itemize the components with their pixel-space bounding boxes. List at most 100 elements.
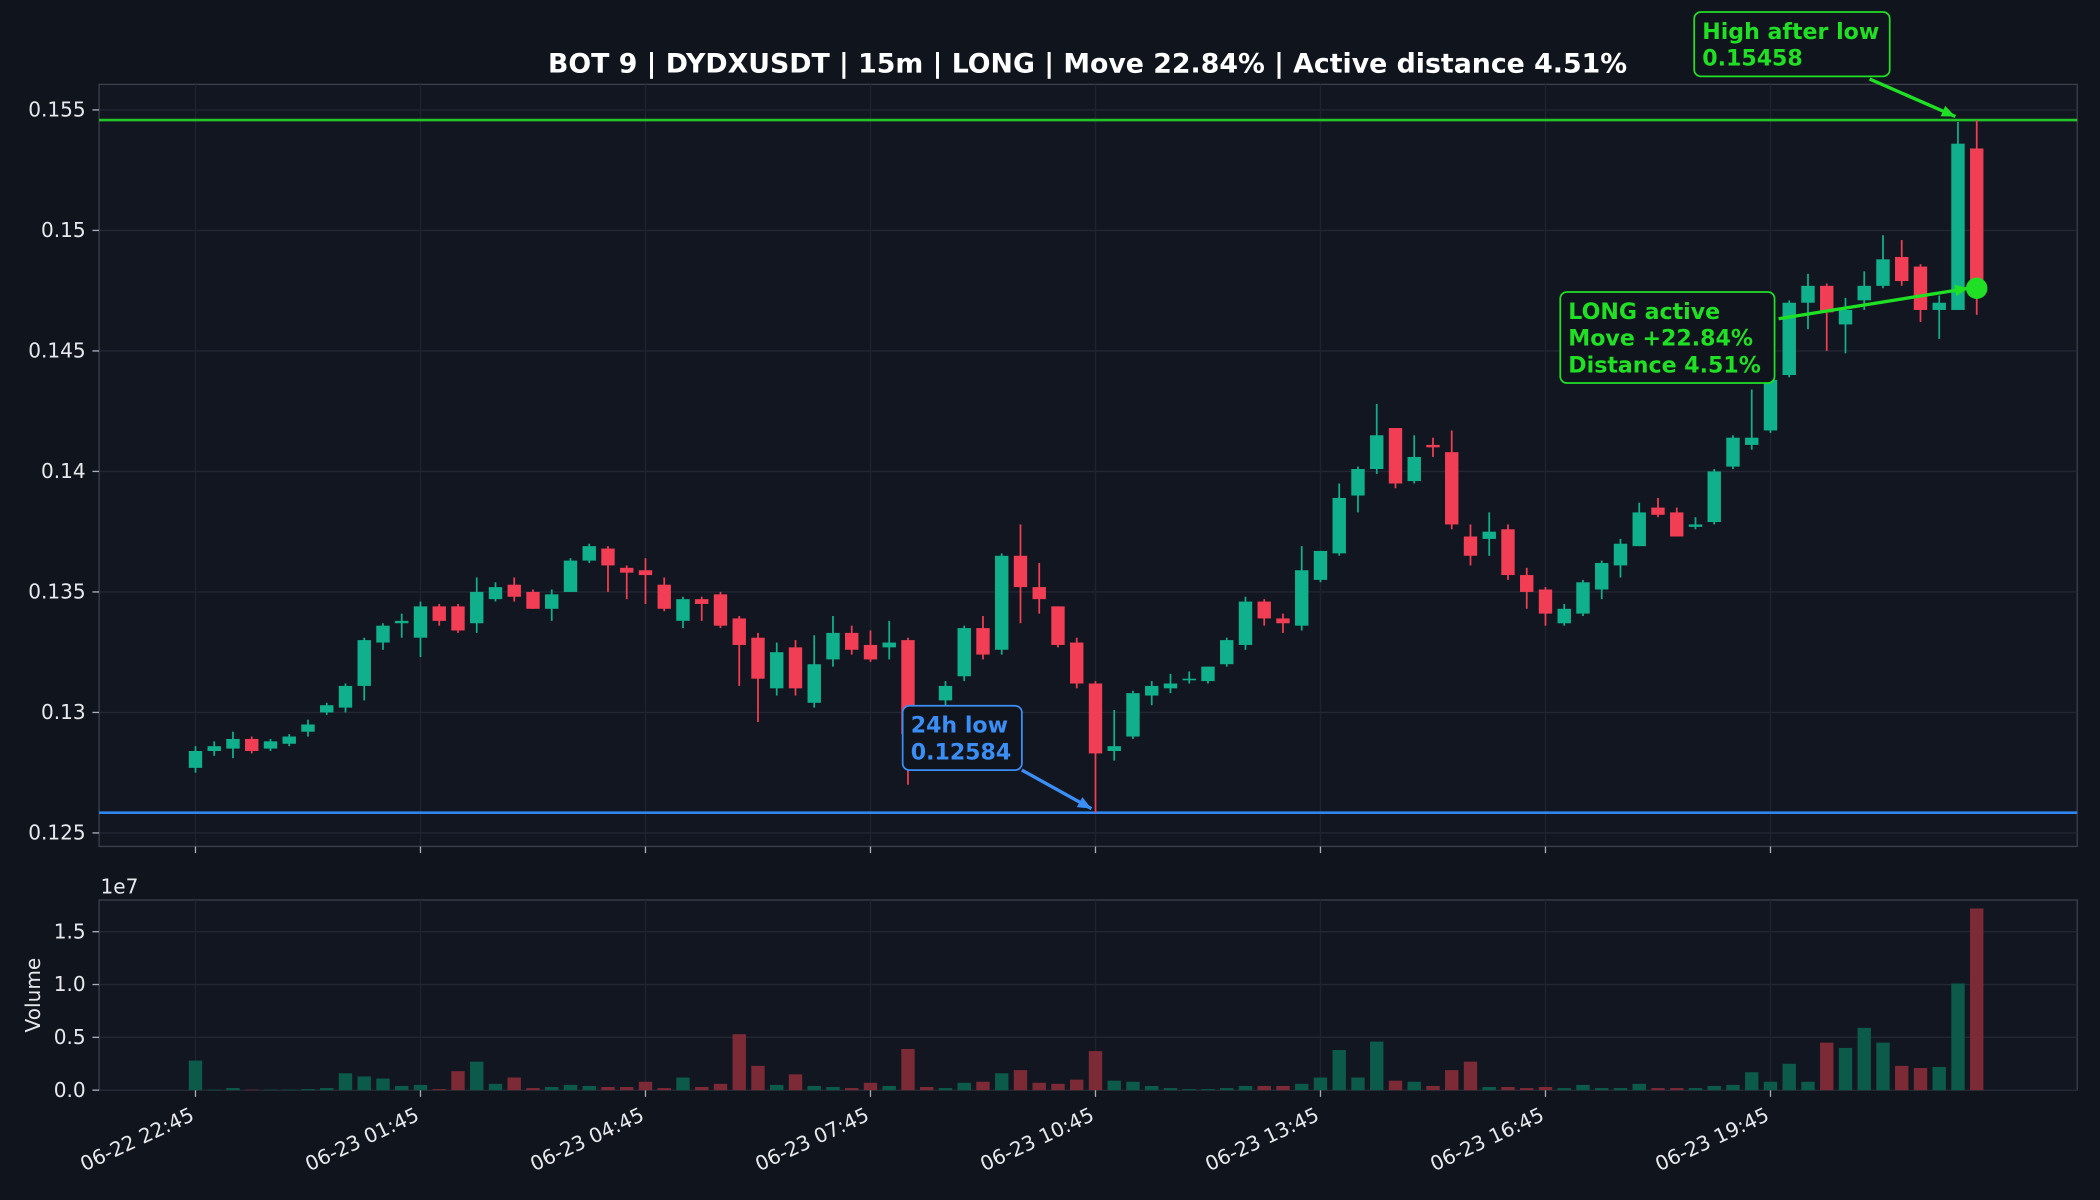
volume-bar [1407, 1081, 1421, 1091]
candle-body [320, 705, 334, 713]
candle-body [1088, 683, 1103, 754]
volume-bar [770, 1084, 784, 1091]
volume-bar [376, 1078, 390, 1091]
annotation-box [901, 704, 1023, 771]
volume-bar [1482, 1087, 1496, 1091]
volume-bar [1201, 1089, 1215, 1091]
candle-body [1613, 543, 1628, 566]
volume-bar [1238, 1085, 1253, 1091]
volume-bar [751, 1065, 765, 1091]
volume-bar [545, 1087, 559, 1091]
candle-body [1520, 575, 1534, 592]
y-tick-label: 0.135 [28, 580, 85, 604]
volume-bar [1332, 1050, 1346, 1091]
volume-bar [1763, 1081, 1778, 1091]
volume-bar [1370, 1041, 1384, 1091]
candle-body [432, 606, 446, 621]
volume-bar [1107, 1080, 1121, 1091]
volume-bar [245, 1089, 259, 1091]
annotation-box [1559, 291, 1776, 384]
volume-bar [1295, 1083, 1309, 1091]
volume-panel [98, 899, 2078, 1091]
volume-bar [357, 1076, 371, 1091]
volume-bar [620, 1087, 634, 1091]
candle-body [1445, 452, 1459, 525]
annotation-text: Move +22.84% [1568, 326, 1753, 352]
volume-bar [395, 1085, 409, 1091]
volume-bar [1557, 1088, 1571, 1091]
volume-bar [488, 1083, 503, 1091]
volume-bar [1632, 1083, 1646, 1091]
candle-body [1351, 469, 1365, 496]
candle-body [376, 625, 390, 643]
candle-body [1182, 678, 1196, 681]
candle-body [1388, 428, 1403, 484]
annotation-text: Distance 4.51% [1568, 352, 1761, 378]
candle-body [1913, 266, 1928, 310]
candle-body [957, 628, 971, 677]
volume-bar [432, 1089, 446, 1091]
candle-body [1145, 685, 1159, 696]
volume-bar [563, 1084, 578, 1091]
candle-body [1482, 531, 1496, 539]
volume-bar [676, 1077, 690, 1091]
candle-body [245, 738, 259, 751]
candle-body [1407, 456, 1421, 482]
volume-bar [1595, 1088, 1609, 1091]
volume-bar [1182, 1089, 1196, 1091]
volume-bar [713, 1083, 728, 1091]
candle-body [282, 736, 296, 744]
candle-body [1595, 563, 1609, 590]
volume-bar [188, 1060, 203, 1091]
candle-body [601, 548, 615, 566]
candle-body [1726, 437, 1740, 467]
volume-bar [1576, 1084, 1590, 1091]
volume-bar [601, 1087, 615, 1091]
volume-bar [1520, 1088, 1534, 1091]
candle-body [451, 606, 465, 631]
volume-bar [1445, 1070, 1459, 1091]
candle-body [1538, 589, 1553, 614]
candle-body [1632, 512, 1646, 547]
y-tick-label: 0.155 [28, 98, 85, 122]
candle-body [413, 606, 428, 638]
volume-bar [1351, 1077, 1365, 1091]
volume-bar [582, 1085, 596, 1091]
annotation-text: High after low [1702, 19, 1879, 45]
volume-bar [1088, 1051, 1103, 1091]
volume-bar [1051, 1083, 1065, 1091]
candle-body [507, 584, 521, 597]
candle-body [1670, 512, 1684, 537]
candle-body [845, 632, 859, 650]
y-tick-label: 0.15 [41, 218, 86, 242]
candle-body [301, 724, 315, 732]
volume-bar [1782, 1063, 1796, 1091]
volume-bar [1501, 1087, 1515, 1091]
candle-body [1857, 285, 1871, 301]
y-tick-label: 0.14 [41, 459, 86, 483]
candle-body [770, 652, 784, 689]
volume-bar [1313, 1077, 1328, 1091]
candle-body [1838, 309, 1853, 325]
candle-body [226, 738, 240, 749]
candle-body [1295, 570, 1309, 626]
annotation-text: 24h low [911, 713, 1008, 739]
volume-bar [207, 1089, 221, 1091]
volume-bar [1426, 1085, 1440, 1091]
annotation-arrow [1778, 286, 1969, 321]
candle-body [1276, 618, 1290, 624]
candle-body [807, 664, 821, 703]
volume-bar [451, 1071, 465, 1091]
arrow-head [1954, 284, 1969, 297]
candle-body [526, 591, 540, 609]
volume-bar [957, 1082, 971, 1091]
volume-bar [1220, 1088, 1234, 1091]
candle-body [1463, 536, 1478, 556]
candle-body [207, 746, 221, 751]
volume-bar [1876, 1042, 1890, 1091]
volume-bar [1801, 1081, 1815, 1091]
volume-bar [1463, 1061, 1478, 1091]
annotation-text: 0.15458 [1702, 46, 1803, 72]
candle-body [1313, 550, 1328, 580]
volume-bar [1145, 1085, 1159, 1091]
